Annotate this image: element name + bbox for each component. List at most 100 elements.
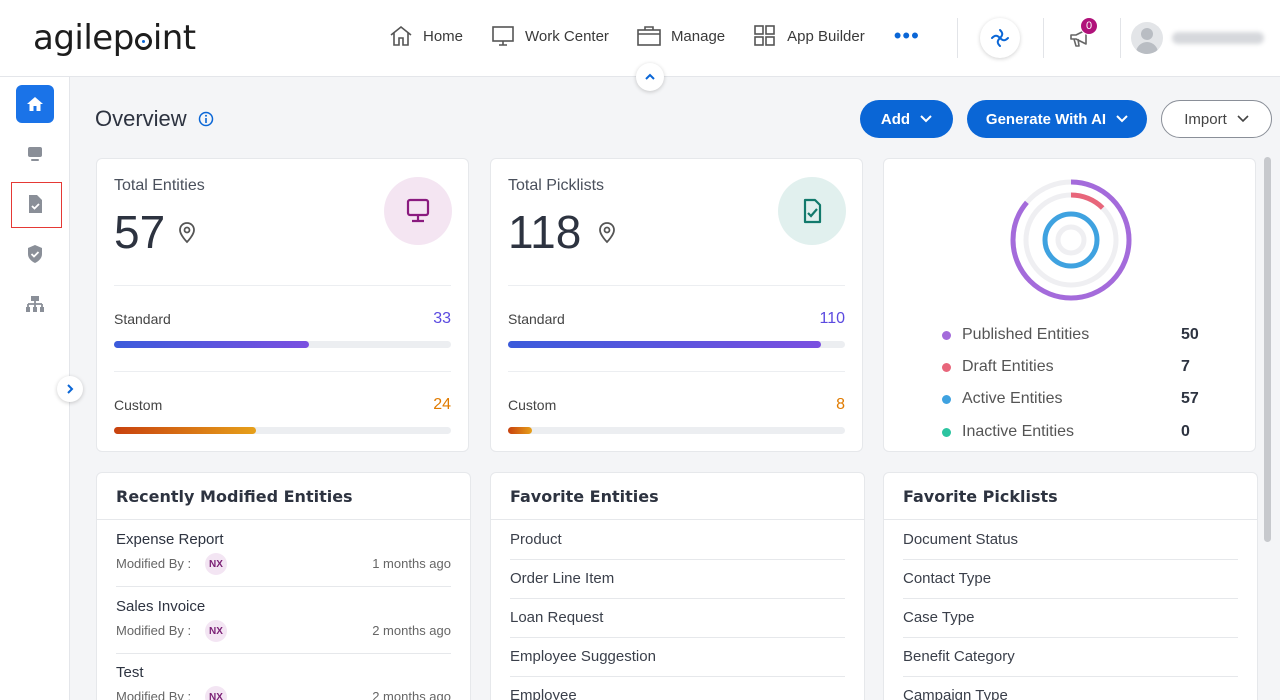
user-initials-badge: NX — [205, 553, 227, 575]
list-item[interactable]: Document Status — [903, 521, 1238, 560]
active-ring — [1042, 211, 1100, 269]
divider — [1120, 18, 1121, 58]
sidebar-item-security[interactable] — [16, 235, 54, 273]
import-button[interactable]: Import — [1161, 100, 1272, 138]
user-initials-badge: NX — [205, 620, 227, 642]
top-bar: agilep int Home Work Center Manage App Bu… — [0, 0, 1280, 77]
list-item[interactable]: Product — [510, 521, 845, 560]
list-item[interactable]: Employee — [510, 677, 845, 700]
entity-name[interactable]: Expense Report — [116, 531, 224, 548]
favorite-entities-card: Favorite Entities Product Order Line Ite… — [490, 472, 865, 700]
agilepoint-logo[interactable]: agilep int — [33, 18, 196, 58]
add-button-label: Add — [880, 110, 911, 128]
legend-dot — [942, 330, 951, 340]
picklists-standard-label: Standard — [508, 311, 565, 327]
entities-standard-bar-fill — [114, 341, 310, 348]
published-ring — [1010, 179, 1132, 301]
chevron-down-icon — [920, 115, 932, 123]
modified-time: 1 months ago — [372, 556, 451, 571]
generate-with-ai-button[interactable]: Generate With AI — [967, 100, 1147, 138]
sidebar-item-home[interactable] — [16, 85, 54, 123]
entity-name[interactable]: Sales Invoice — [116, 598, 206, 615]
list-item[interactable]: Order Line Item — [510, 560, 845, 599]
entities-custom-label: Custom — [114, 397, 163, 413]
briefcase-icon — [637, 26, 661, 46]
nav-app-builder-label: App Builder — [787, 27, 865, 45]
list-item[interactable]: Benefit Category — [903, 638, 1238, 677]
legend-draft: Draft Entities — [942, 358, 1054, 376]
legend-active: Active Entities — [942, 390, 1062, 408]
org-chart-icon — [26, 296, 44, 312]
entity-name[interactable]: Test — [116, 664, 144, 681]
favorite-picklists-card: Favorite Picklists Document Status Conta… — [883, 472, 1258, 700]
picklists-document-icon — [778, 177, 846, 245]
home-icon — [390, 25, 412, 46]
nav-manage[interactable]: Manage — [636, 24, 725, 48]
ai-assistant-button[interactable] — [980, 18, 1020, 58]
modified-by-label: Modified By : — [116, 623, 192, 638]
entities-standard-value: 33 — [433, 310, 451, 327]
divider — [508, 285, 845, 286]
legend-published: Published Entities — [942, 326, 1089, 344]
location-pin-icon[interactable] — [177, 221, 197, 250]
add-button[interactable]: Add — [860, 100, 953, 138]
notification-count-badge: 0 — [1080, 17, 1098, 35]
list-item[interactable]: Case Type — [903, 599, 1238, 638]
list-item[interactable]: Expense Report Modified By : NX 1 months… — [116, 521, 451, 587]
legend-active-value: 57 — [1181, 390, 1199, 407]
divider — [1043, 18, 1044, 58]
entity-status-card: Published Entities 50 Draft Entities 7 A… — [883, 158, 1256, 452]
modified-time: 2 months ago — [372, 689, 451, 700]
more-menu-icon[interactable]: ••• — [893, 23, 920, 48]
divider — [491, 519, 864, 520]
nav-home[interactable]: Home — [388, 24, 463, 48]
picklists-custom-bar — [508, 427, 845, 434]
list-item[interactable]: Employee Suggestion — [510, 638, 845, 677]
user-initials-badge: NX — [205, 686, 227, 700]
selection-highlight — [11, 182, 62, 228]
sidebar-item-picklists[interactable] — [16, 185, 54, 223]
scrollbar[interactable] — [1263, 157, 1272, 700]
collapse-header-button[interactable] — [636, 63, 664, 91]
import-button-label: Import — [1184, 110, 1227, 128]
list-item[interactable]: Test Modified By : NX 2 months ago — [116, 654, 451, 700]
recently-modified-title: Recently Modified Entities — [116, 487, 353, 506]
favorite-picklists-title: Favorite Picklists — [903, 487, 1058, 506]
sidebar-item-monitor[interactable] — [16, 135, 54, 173]
chevron-right-icon — [67, 384, 74, 394]
entities-monitor-icon — [384, 177, 452, 245]
legend-inactive-value: 0 — [1181, 423, 1190, 440]
legend-inactive: Inactive Entities — [942, 423, 1074, 441]
shield-check-icon — [28, 245, 42, 263]
entity-status-ring-chart — [1010, 179, 1132, 301]
total-entities-card: Total Entities 57 Standard 33 Custom 24 — [96, 158, 469, 452]
megaphone-icon — [1070, 29, 1087, 47]
legend-published-value: 50 — [1181, 326, 1199, 343]
list-item[interactable]: Contact Type — [903, 560, 1238, 599]
list-item[interactable]: Sales Invoice Modified By : NX 2 months … — [116, 588, 451, 654]
divider — [508, 371, 845, 372]
scrollbar-thumb[interactable] — [1264, 157, 1271, 542]
picklists-custom-bar-fill — [508, 427, 532, 434]
user-name-redacted[interactable] — [1172, 32, 1264, 44]
list-item[interactable]: Loan Request — [510, 599, 845, 638]
location-pin-icon[interactable] — [597, 221, 617, 250]
entities-standard-label: Standard — [114, 311, 171, 327]
list-item[interactable]: Campaign Type — [903, 677, 1238, 700]
divider — [97, 519, 470, 520]
notifications-button[interactable]: 0 — [1068, 17, 1098, 55]
nav-app-builder[interactable]: App Builder — [752, 24, 865, 48]
sidebar-item-hierarchy[interactable] — [16, 285, 54, 323]
user-avatar[interactable] — [1131, 22, 1163, 54]
grid-icon — [754, 25, 775, 46]
total-entities-count: 57 — [114, 206, 166, 258]
home-icon — [27, 97, 43, 111]
nav-work-center[interactable]: Work Center — [490, 24, 609, 48]
chevron-down-icon — [1116, 115, 1128, 123]
modified-time: 2 months ago — [372, 623, 451, 638]
inactive-ring — [1055, 224, 1087, 256]
ai-sparkle-icon — [991, 29, 1009, 47]
expand-sidebar-button[interactable] — [57, 376, 83, 402]
modified-by-label: Modified By : — [116, 556, 192, 571]
info-icon[interactable] — [198, 111, 214, 132]
